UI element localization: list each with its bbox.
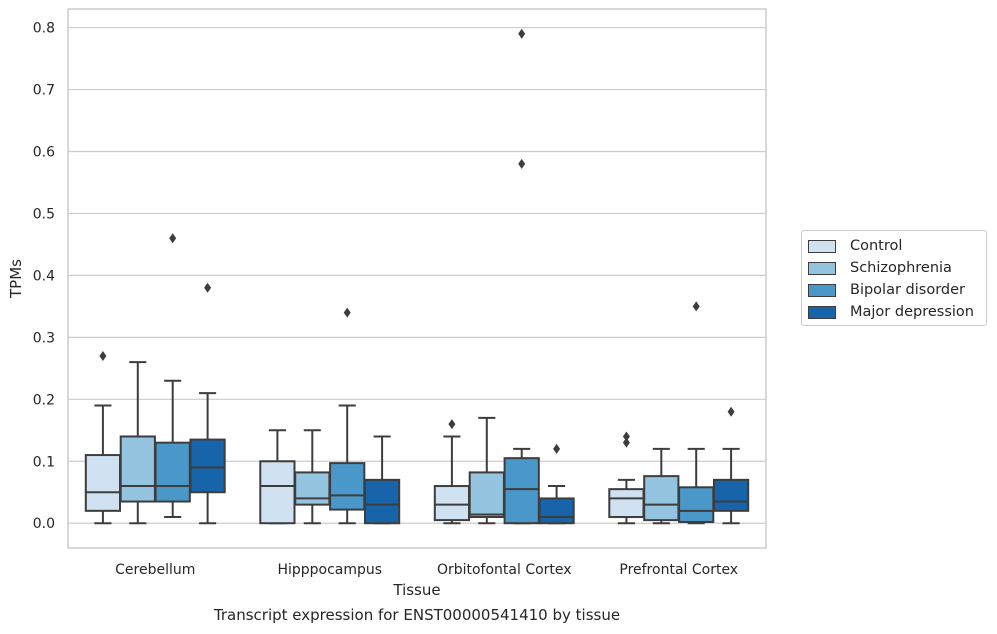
plot-area-frame xyxy=(67,8,767,549)
legend-item-control: Control xyxy=(808,236,902,256)
box-prefrontal-cortex-control xyxy=(608,488,645,519)
legend-label-bipolar-disorder: Bipolar disorder xyxy=(850,282,965,298)
legend-label-schizophrenia: Schizophrenia xyxy=(850,260,952,276)
outlier-point xyxy=(518,28,526,39)
outlier-point xyxy=(622,437,630,448)
outlier-point xyxy=(169,233,177,244)
box-orbitofontal-cortex-control xyxy=(433,485,471,522)
outlier-point xyxy=(204,282,212,293)
box-cerebellum-bipolar-disorder xyxy=(154,441,191,503)
y-tick-label: 0.1 xyxy=(33,454,55,470)
legend-item-bipolar-disorder: Bipolar disorder xyxy=(808,280,965,300)
box-prefrontal-cortex-bipolar-disorder xyxy=(678,486,715,523)
legend-label-control: Control xyxy=(850,238,903,254)
box-hipppocampus-control xyxy=(259,460,296,525)
legend-item-major-depression: Major depression xyxy=(808,302,974,322)
y-tick-label: 0.8 xyxy=(33,21,55,37)
box-hipppocampus-schizophrenia xyxy=(294,471,331,506)
outlier-point xyxy=(448,419,456,430)
outlier-point xyxy=(727,406,735,417)
legend: Control Schizophrenia Bipolar disorder M… xyxy=(801,230,987,326)
x-tick-label: Hipppocampus xyxy=(277,562,382,578)
box-orbitofontal-cortex-bipolar-disorder xyxy=(503,457,540,525)
legend-swatch-schizophrenia xyxy=(808,261,836,275)
y-tick-label: 0.5 xyxy=(33,206,55,222)
legend-swatch-control xyxy=(808,239,836,253)
y-tick-label: 0.6 xyxy=(33,144,55,160)
chart-caption: Transcript expression for ENST0000054141… xyxy=(213,606,621,624)
y-tick-label: 0.4 xyxy=(33,268,55,284)
legend-item-schizophrenia: Schizophrenia xyxy=(808,258,952,278)
legend-swatch-bipolar-disorder xyxy=(808,283,836,297)
box-cerebellum-control xyxy=(84,454,122,512)
legend-label-major-depression: Major depression xyxy=(850,304,974,320)
y-axis-title: TPMs xyxy=(7,259,25,299)
outlier-point xyxy=(99,350,107,361)
box-hipppocampus-major-depression xyxy=(363,478,401,525)
outlier-point xyxy=(692,301,700,312)
box-hipppocampus-bipolar-disorder xyxy=(329,462,366,511)
x-tick-label: Prefrontal Cortex xyxy=(619,562,738,578)
box-prefrontal-cortex-schizophrenia xyxy=(643,475,680,522)
box-prefrontal-cortex-major-depression xyxy=(712,478,750,512)
y-tick-label: 0.7 xyxy=(33,83,55,99)
x-tick-label: Orbitofontal Cortex xyxy=(437,562,572,578)
box-cerebellum-major-depression xyxy=(189,438,226,494)
y-tick-label: 0.0 xyxy=(33,516,55,532)
y-tick-label: 0.2 xyxy=(33,392,55,408)
outlier-point xyxy=(518,158,526,169)
legend-swatch-major-depression xyxy=(808,305,836,319)
box-orbitofontal-cortex-major-depression xyxy=(538,497,575,525)
x-tick-label: Cerebellum xyxy=(115,562,195,578)
x-axis-title: Tissue xyxy=(392,581,440,599)
outlier-point xyxy=(622,431,630,442)
outlier-point xyxy=(343,307,351,318)
box-cerebellum-schizophrenia xyxy=(119,435,156,503)
box-orbitofontal-cortex-schizophrenia xyxy=(468,471,505,519)
outlier-point xyxy=(553,443,561,454)
y-tick-label: 0.3 xyxy=(33,330,55,346)
